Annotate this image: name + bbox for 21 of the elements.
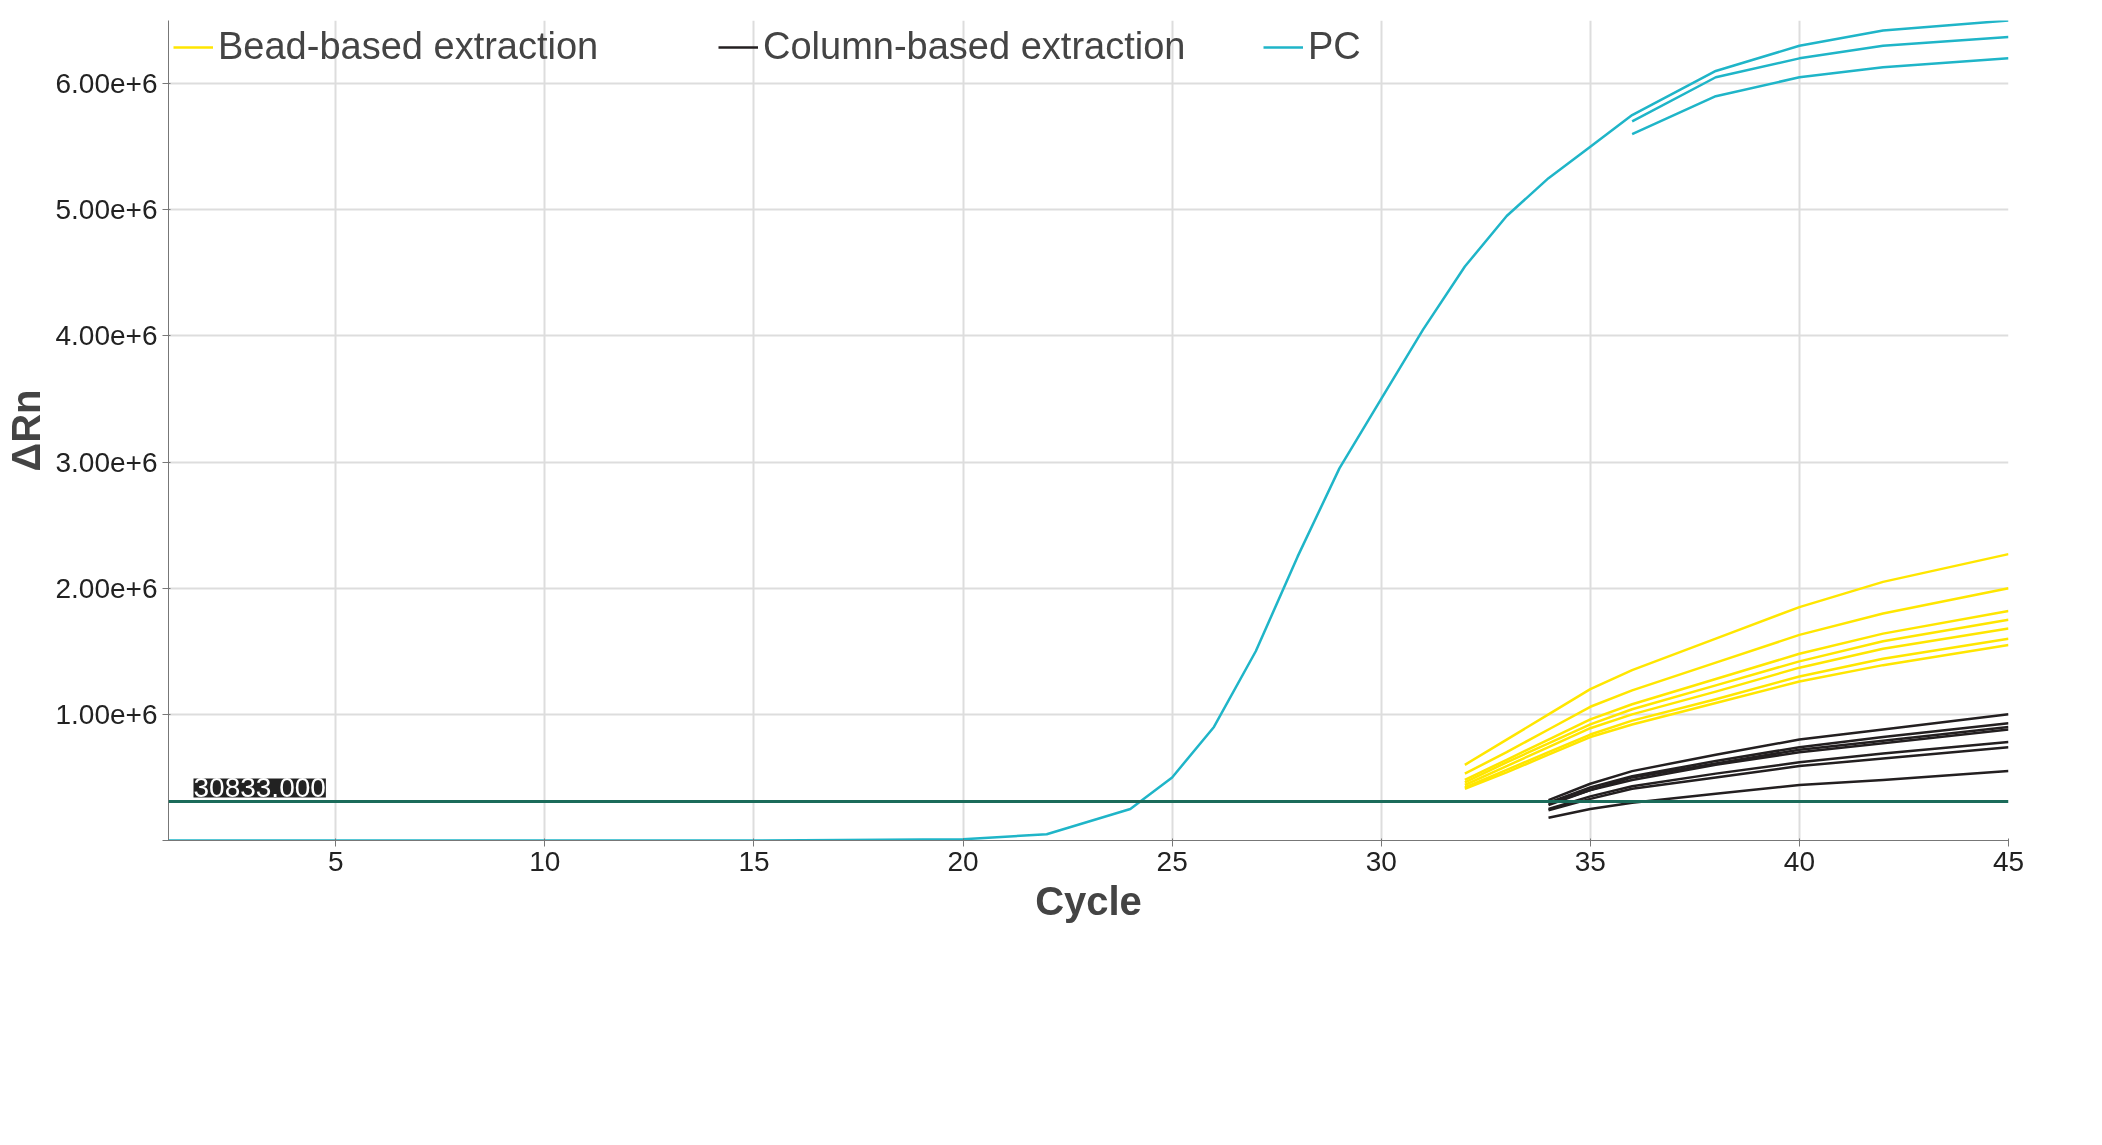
x-tick-label: 15 xyxy=(738,845,770,877)
x-tick-label: 20 xyxy=(947,845,979,877)
x-tick-label: 5 xyxy=(327,845,344,877)
x-tick-label: 25 xyxy=(1156,845,1188,877)
legend-label: PC xyxy=(1308,25,1362,68)
legend-label: Column-based extraction xyxy=(763,25,1187,68)
y-axis-title: ΔRn xyxy=(3,389,48,472)
y-tick-label: 2.00e+6 xyxy=(55,572,158,604)
y-tick-label: 1.00e+6 xyxy=(55,698,158,730)
y-tick-label: 4.00e+6 xyxy=(55,320,158,352)
x-tick-label: 45 xyxy=(1992,845,2025,877)
y-tick-label: 5.00e+6 xyxy=(55,194,158,226)
x-tick-label: 10 xyxy=(529,845,561,877)
annotation: 30833.000 xyxy=(193,772,326,804)
x-tick-label: 30 xyxy=(1365,845,1397,877)
x-axis-title: Cycle xyxy=(1035,878,1142,923)
y-tick-label: 6.00e+6 xyxy=(55,68,158,100)
x-tick-label: 35 xyxy=(1574,845,1606,877)
x-tick-label: 40 xyxy=(1783,845,1815,877)
y-tick-label: 3.00e+6 xyxy=(55,446,158,478)
legend-label: Bead-based extraction xyxy=(218,25,600,68)
